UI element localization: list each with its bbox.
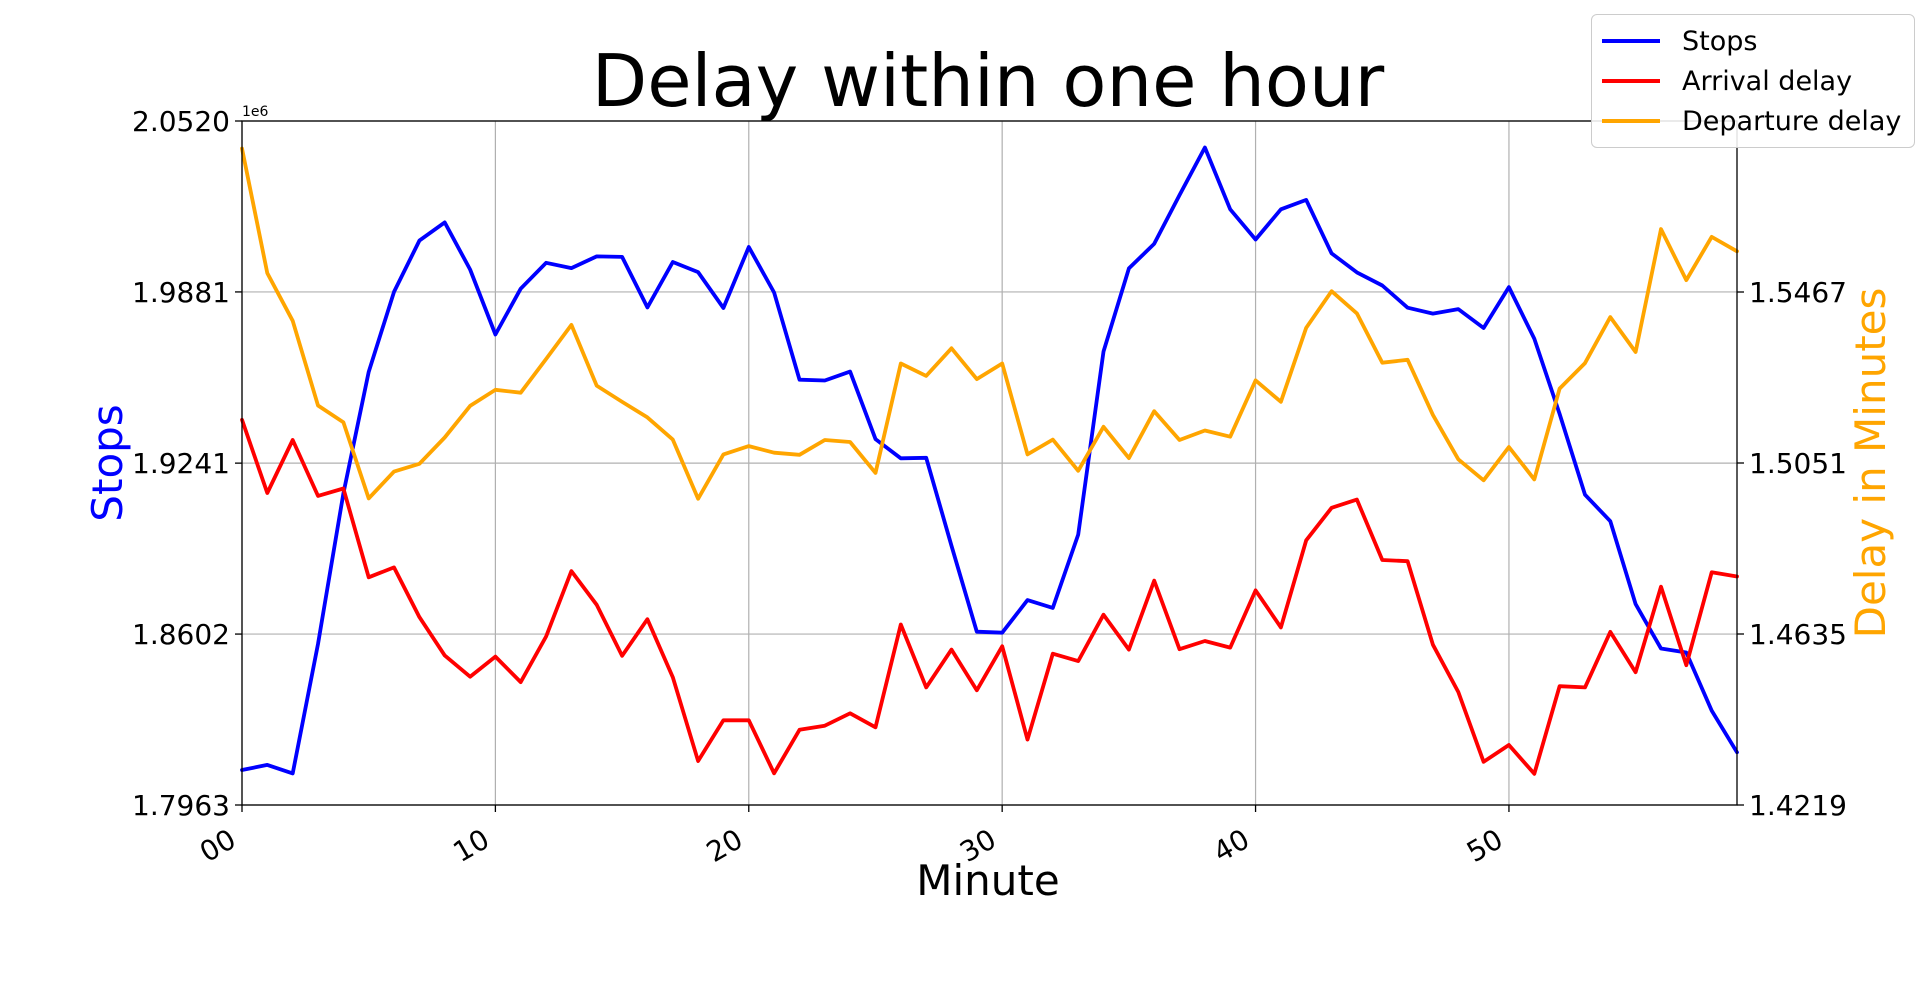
x-tick-label: 40: [1208, 822, 1255, 868]
y-left-tick-label: 1.7963: [132, 789, 230, 822]
y-left-tick-label: 1.9241: [132, 447, 230, 480]
legend-item-departure-delay: Departure delay: [1602, 101, 1904, 141]
legend-swatch-departure-delay: [1602, 119, 1660, 123]
left-axis-label: Stops: [83, 404, 132, 521]
grid: [241, 120, 1737, 806]
legend-label-stops: Stops: [1682, 25, 1758, 57]
left-axis-multiplier: 1e6: [242, 104, 269, 120]
plot-lines: [240, 145, 1739, 776]
y-right-tick-label: 1.5051: [1749, 447, 1847, 480]
series-line-departure-delay: [240, 146, 1739, 501]
legend-swatch-stops: [1602, 39, 1660, 43]
chart-title: Delay within one hour: [592, 39, 1385, 123]
x-tick-label: 50: [1461, 822, 1508, 868]
x-tick-label: 00: [194, 822, 241, 868]
legend-swatch-arrival-delay: [1602, 79, 1660, 83]
y-left-tick-label: 2.0520: [132, 105, 230, 138]
x-tick-label: 10: [448, 822, 495, 868]
y-left-tick-label: 1.8602: [132, 618, 230, 651]
right-axis-label: Delay in Minutes: [1846, 288, 1895, 639]
y-left-tick-label: 1.9881: [132, 276, 230, 309]
y-right-tick-label: 1.4219: [1749, 789, 1847, 822]
legend: Stops Arrival delay Departure delay: [1591, 14, 1915, 148]
y-right-tick-label: 1.5467: [1749, 276, 1847, 309]
legend-item-arrival-delay: Arrival delay: [1602, 61, 1904, 101]
legend-item-stops: Stops: [1602, 21, 1904, 61]
x-tick-label: 20: [701, 822, 748, 868]
axis-ticks: 00 10 20 30 40 501.79631.86021.92411.98812.05…: [132, 105, 1847, 869]
y-right-tick-label: 1.4635: [1749, 618, 1847, 651]
x-axis-label: Minute: [916, 856, 1059, 905]
legend-label-departure-delay: Departure delay: [1682, 105, 1902, 137]
series-line-stops: [240, 145, 1739, 776]
series-line-arrival-delay: [240, 417, 1739, 776]
legend-label-arrival-delay: Arrival delay: [1682, 65, 1853, 97]
